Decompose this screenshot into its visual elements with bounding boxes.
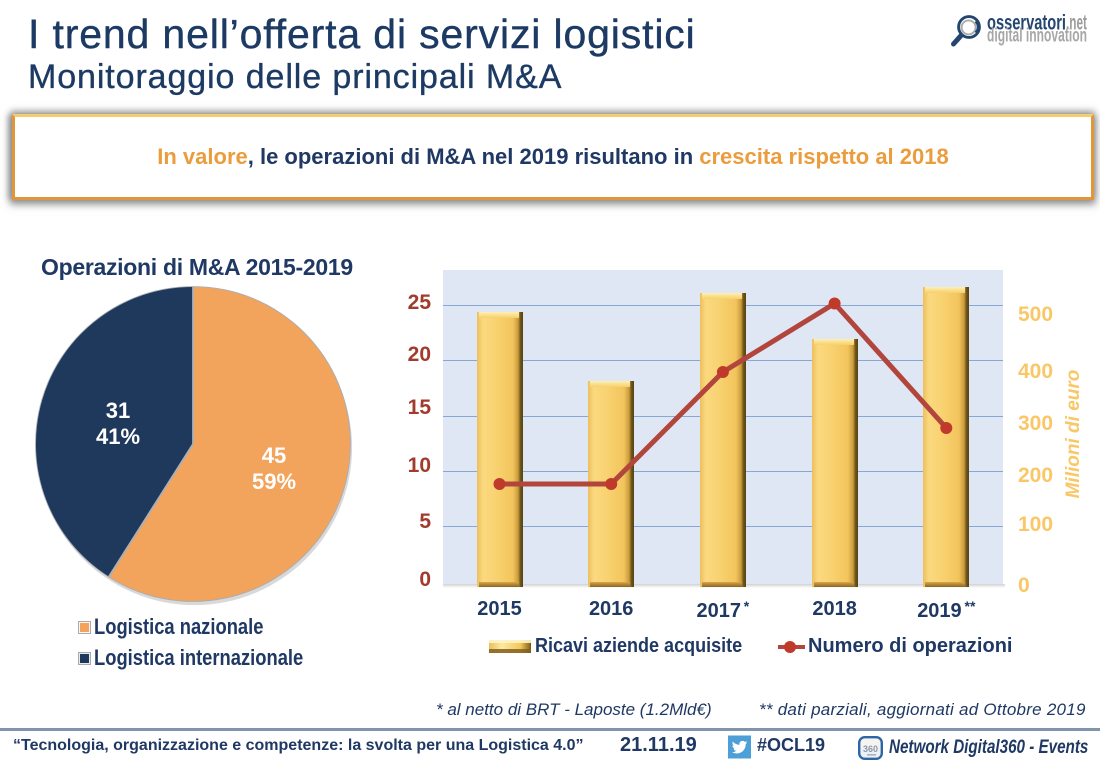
svg-text:digital innovation: digital innovation (987, 26, 1087, 47)
svg-text:.net: .net (1066, 12, 1087, 35)
svg-text:osservatori: osservatori (987, 12, 1066, 35)
svg-text:360: 360 (863, 744, 878, 754)
